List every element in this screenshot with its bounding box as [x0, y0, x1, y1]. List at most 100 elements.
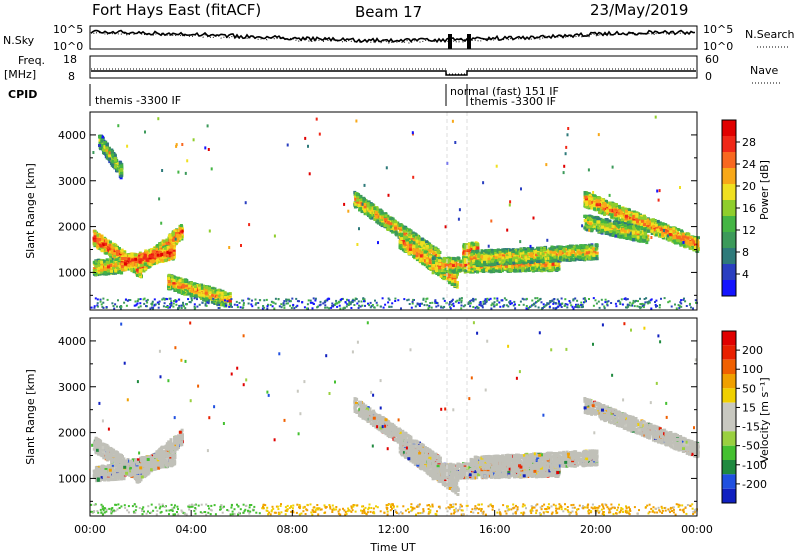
scatter-cell [180, 280, 184, 283]
scatter-cell [106, 248, 110, 252]
scatter-cell [403, 235, 407, 239]
scatter-cell [428, 261, 432, 265]
scatter-cell [403, 248, 407, 252]
scatter-cell [451, 282, 454, 286]
scatter-cell [158, 242, 162, 246]
scatter-cell [106, 269, 110, 273]
scatter-cell [434, 250, 438, 254]
scatter-cell [373, 217, 377, 221]
scatter-cell [172, 238, 175, 242]
scatter-cell [432, 253, 436, 257]
scatter-cell [356, 196, 360, 200]
scatter-cell [394, 225, 398, 228]
scatter-cell [191, 292, 195, 296]
scatter-cell [151, 260, 155, 264]
scatter-cell [149, 259, 153, 263]
scatter-cell [203, 293, 207, 297]
nsky-series [90, 29, 695, 44]
scatter-cell [114, 262, 118, 266]
scatter-cell [167, 258, 171, 262]
nave-tick-bottom: 0 [705, 70, 712, 83]
scatter-cell [466, 246, 470, 249]
scatter-cell [112, 266, 115, 270]
scatter-cell [474, 244, 478, 248]
scatter-cell [138, 260, 142, 264]
scatter-cell [118, 270, 122, 274]
scatter-cell [163, 246, 167, 250]
scatter-cell [106, 239, 110, 243]
scatter-cell [123, 262, 127, 266]
scatter-cell [434, 253, 438, 257]
scatter-cell [178, 227, 182, 231]
scatter-cell [454, 283, 458, 287]
scatter-cell [113, 267, 117, 271]
scatter-cell [384, 218, 388, 222]
scatter-cell [160, 258, 164, 262]
scatter-cell [170, 278, 174, 282]
scatter-cell [213, 287, 217, 291]
scatter-cell [117, 259, 121, 263]
scatter-cell [354, 195, 358, 199]
scatter-cell [152, 254, 156, 258]
scatter-cell [172, 281, 176, 285]
scatter-cell [363, 197, 366, 201]
scatter-cell [100, 263, 104, 267]
scatter-cell [372, 216, 376, 220]
scatter-cell [156, 253, 160, 257]
scatter-cell [126, 259, 129, 263]
scatter-cell [429, 244, 433, 248]
scatter-cell [101, 243, 105, 247]
scatter-cell [402, 246, 406, 250]
scatter-cell [190, 290, 193, 294]
scatter-cell [398, 246, 402, 250]
scatter-cell [98, 272, 102, 276]
cpid-segment: normal (fast) 151 IF [450, 85, 559, 98]
scatter-cell [164, 248, 168, 252]
scatter-cell [439, 274, 443, 278]
scatter-cell [132, 270, 136, 274]
scatter-cell [121, 257, 124, 260]
scatter-cell [184, 284, 188, 288]
scatter-cell [402, 226, 406, 230]
scatter-cell [112, 244, 116, 247]
nsearch-label: N.Search [745, 28, 795, 41]
scatter-cell [415, 254, 419, 258]
scatter-cell [198, 290, 202, 294]
scatter-cell [380, 222, 384, 226]
scatter-cell [204, 289, 208, 293]
scatter-cell [399, 240, 403, 244]
scatter-cell [148, 256, 152, 260]
scatter-cell [193, 285, 197, 288]
scatter-cell [172, 231, 175, 235]
scatter-cell [94, 272, 98, 276]
scatter-cell [116, 255, 119, 259]
scatter-cell [424, 259, 428, 263]
scatter-cell [214, 289, 218, 293]
scatter-cell [136, 270, 140, 274]
scatter-cell [197, 293, 201, 297]
scatter-cell [140, 255, 144, 259]
scatter-cell [226, 295, 230, 299]
scatter-cell [362, 199, 366, 203]
scatter-cell [104, 249, 107, 253]
scatter-cell [403, 242, 407, 246]
scatter-cell [394, 222, 397, 226]
scatter-cell [170, 274, 174, 278]
scatter-cell [470, 241, 474, 245]
scatter-cell [466, 247, 470, 251]
nsearch-tick-bottom: 10^0 [703, 40, 733, 53]
scatter-cell [400, 234, 404, 238]
scatter-cell [102, 259, 106, 263]
scatter-cell [142, 256, 146, 260]
scatter-cell [408, 230, 412, 233]
scatter-cell [205, 299, 209, 303]
scatter-cell [166, 246, 170, 250]
scatter-cell [147, 265, 151, 269]
scatter-cell [106, 265, 110, 269]
scatter-cell [380, 210, 384, 214]
scatter-cell [216, 291, 220, 295]
scatter-cell [148, 262, 152, 266]
scatter-cell [366, 204, 370, 208]
scatter-cell [211, 290, 215, 294]
